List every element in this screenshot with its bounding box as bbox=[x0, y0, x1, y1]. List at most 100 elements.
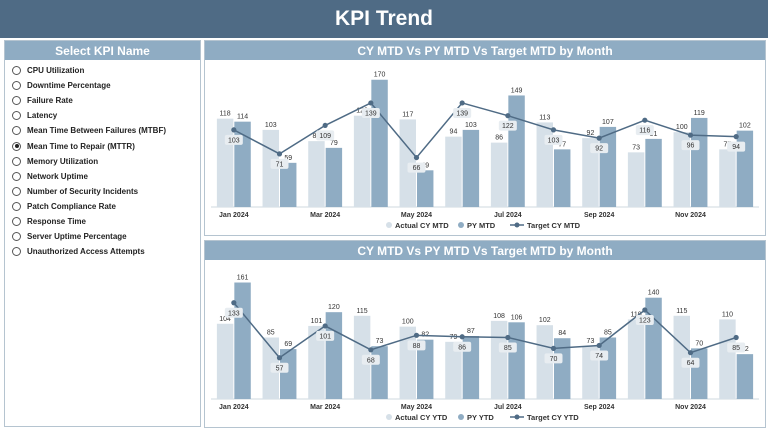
kpi-option[interactable]: Response Time bbox=[12, 214, 200, 229]
kpi-option[interactable]: Memory Utilization bbox=[12, 154, 200, 169]
target-point[interactable] bbox=[642, 117, 648, 123]
kpi-option[interactable]: Latency bbox=[12, 108, 200, 123]
target-line bbox=[233, 102, 737, 159]
kpi-option[interactable]: CPU Utilization bbox=[12, 63, 200, 78]
ytd-chart-panel: CY MTD Vs PY MTD Vs Target MTD by Month … bbox=[204, 240, 766, 428]
target-point[interactable] bbox=[550, 127, 557, 133]
kpi-option[interactable]: Server Uptime Percentage bbox=[12, 229, 200, 244]
bar-actual[interactable] bbox=[353, 115, 371, 207]
bar-prior[interactable] bbox=[417, 170, 434, 207]
target-point[interactable] bbox=[505, 334, 511, 341]
radio-button[interactable] bbox=[12, 156, 21, 166]
kpi-option[interactable]: Downtime Percentage bbox=[12, 78, 200, 93]
data-label-actual: 100 bbox=[402, 319, 414, 326]
radio-button[interactable] bbox=[12, 66, 21, 76]
kpi-option-label: Failure Rate bbox=[27, 96, 73, 106]
target-label-box bbox=[316, 330, 335, 341]
bar-prior[interactable] bbox=[462, 129, 480, 207]
bar-actual[interactable] bbox=[216, 118, 234, 207]
target-point[interactable] bbox=[368, 100, 374, 106]
bar-actual[interactable] bbox=[627, 319, 645, 399]
bar-actual[interactable] bbox=[719, 319, 736, 399]
x-tick-label: Mar 2024 bbox=[310, 212, 340, 219]
kpi-option[interactable]: Failure Rate bbox=[12, 93, 200, 108]
kpi-option[interactable]: Unauthorized Access Attempts bbox=[12, 244, 200, 259]
data-label-actual: 110 bbox=[722, 311, 733, 318]
bar-actual[interactable] bbox=[490, 320, 508, 399]
bar-prior[interactable] bbox=[599, 337, 617, 400]
target-point[interactable] bbox=[322, 122, 328, 129]
bar-actual[interactable] bbox=[262, 129, 279, 207]
target-point[interactable] bbox=[231, 127, 237, 133]
bar-prior[interactable] bbox=[234, 282, 251, 399]
kpi-option[interactable]: Mean Time Between Failures (MTBF) bbox=[12, 123, 200, 138]
bar-prior[interactable] bbox=[554, 149, 571, 207]
radio-button[interactable] bbox=[12, 232, 21, 242]
kpi-option[interactable]: Network Uptime bbox=[12, 169, 200, 184]
target-point[interactable] bbox=[733, 334, 739, 341]
data-label-actual: 110 bbox=[631, 311, 642, 318]
kpi-option-label: CPU Utilization bbox=[27, 66, 85, 76]
bar-prior[interactable] bbox=[599, 126, 617, 207]
data-label-target: 85 bbox=[504, 345, 512, 352]
target-point[interactable] bbox=[276, 151, 283, 157]
target-point[interactable] bbox=[231, 300, 237, 306]
radio-button[interactable] bbox=[12, 201, 21, 211]
bar-prior[interactable] bbox=[645, 138, 662, 207]
kpi-option[interactable]: Patch Compliance Rate bbox=[12, 199, 200, 214]
radio-button[interactable] bbox=[12, 247, 21, 257]
data-label-target: 86 bbox=[458, 344, 466, 351]
target-point[interactable] bbox=[733, 134, 739, 140]
legend-marker bbox=[514, 414, 520, 420]
bar-prior[interactable] bbox=[325, 312, 343, 399]
bar-prior[interactable] bbox=[417, 339, 434, 399]
target-point[interactable] bbox=[596, 135, 602, 141]
target-point[interactable] bbox=[413, 332, 420, 338]
bar-prior[interactable] bbox=[508, 322, 525, 399]
radio-button[interactable] bbox=[12, 186, 21, 196]
bar-actual[interactable] bbox=[445, 136, 462, 207]
target-point[interactable] bbox=[459, 100, 465, 106]
kpi-option[interactable]: Number of Security Incidents bbox=[12, 184, 200, 199]
bar-actual[interactable] bbox=[308, 325, 325, 399]
bar-prior[interactable] bbox=[371, 79, 388, 207]
kpi-option[interactable]: Mean Time to Repair (MTTR) bbox=[12, 138, 200, 153]
radio-button[interactable] bbox=[12, 96, 21, 106]
target-point[interactable] bbox=[687, 132, 694, 138]
target-point[interactable] bbox=[505, 113, 511, 119]
bar-actual[interactable] bbox=[627, 152, 645, 207]
radio-button[interactable] bbox=[12, 216, 21, 226]
target-point[interactable] bbox=[642, 307, 648, 313]
bar-actual[interactable] bbox=[719, 149, 736, 207]
page-title: KPI Trend bbox=[334, 7, 434, 30]
radio-button[interactable] bbox=[12, 111, 21, 121]
radio-button[interactable] bbox=[12, 126, 21, 136]
bar-prior[interactable] bbox=[325, 147, 343, 207]
bar-actual[interactable] bbox=[445, 341, 462, 399]
bar-prior[interactable] bbox=[691, 348, 708, 399]
bar-actual[interactable] bbox=[582, 138, 599, 207]
target-point[interactable] bbox=[550, 345, 557, 351]
bar-prior[interactable] bbox=[371, 346, 388, 399]
bar-actual[interactable] bbox=[308, 141, 325, 207]
bar-prior[interactable] bbox=[691, 117, 708, 207]
bar-actual[interactable] bbox=[673, 132, 690, 207]
bar-prior[interactable] bbox=[736, 354, 754, 399]
radio-button[interactable] bbox=[12, 81, 21, 91]
bar-actual[interactable] bbox=[673, 315, 690, 399]
target-point[interactable] bbox=[687, 350, 694, 356]
bar-prior[interactable] bbox=[280, 349, 297, 399]
target-point[interactable] bbox=[596, 342, 602, 349]
target-point[interactable] bbox=[322, 323, 328, 329]
bar-prior[interactable] bbox=[462, 336, 480, 399]
target-point[interactable] bbox=[459, 334, 465, 340]
bar-actual[interactable] bbox=[490, 142, 508, 207]
radio-button[interactable] bbox=[12, 141, 21, 151]
bar-prior[interactable] bbox=[280, 162, 297, 207]
radio-button[interactable] bbox=[12, 171, 21, 181]
bar-prior[interactable] bbox=[508, 95, 525, 207]
target-point[interactable] bbox=[276, 355, 283, 361]
target-point[interactable] bbox=[368, 347, 374, 353]
bar-actual[interactable] bbox=[216, 323, 234, 399]
target-point[interactable] bbox=[413, 154, 420, 161]
